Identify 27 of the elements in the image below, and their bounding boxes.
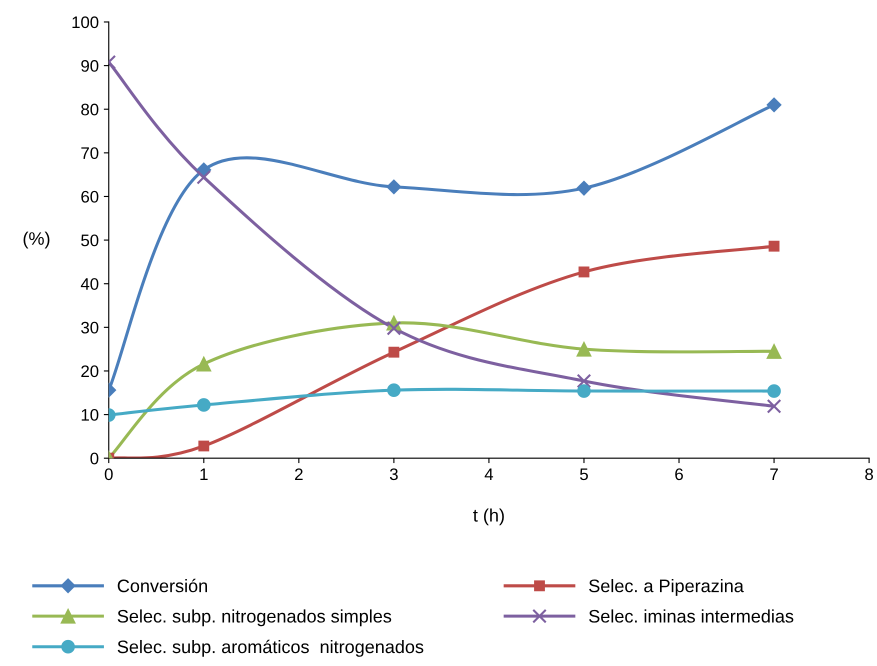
x-tick-label: 8 xyxy=(865,468,874,480)
x-tick-label: 5 xyxy=(580,468,588,480)
y-tick-label: 0 xyxy=(90,452,98,464)
x-axis-title: t (h) xyxy=(473,508,504,526)
y-tick-label: 10 xyxy=(82,408,98,421)
x-tick-label: 0 xyxy=(104,468,113,480)
x-tick-label: 6 xyxy=(675,468,683,480)
y-tick-label: 80 xyxy=(81,104,98,116)
y-tick-label: 70 xyxy=(81,147,98,160)
x-tick-label: 1 xyxy=(200,468,208,480)
y-tick-label: 90 xyxy=(81,60,98,72)
x-tick-label: 7 xyxy=(770,468,778,480)
y-tick-label: 60 xyxy=(81,190,98,203)
y-axis-title: (%) xyxy=(24,232,50,248)
x-tick-label: 4 xyxy=(484,468,494,480)
y-tick-label: 30 xyxy=(81,322,98,334)
legend-label: Selec. subp. aromáticos nitrogenados xyxy=(118,640,424,657)
legend-label: Selec. iminas intermedias xyxy=(589,609,794,623)
legend-label: Selec. a Piperazina xyxy=(589,579,744,596)
x-tick-label: 3 xyxy=(390,468,398,480)
y-tick-label: 20 xyxy=(81,365,98,378)
legend-label: Selec. subp. nitrogenados simples xyxy=(118,609,392,626)
y-tick-label: 100 xyxy=(72,16,98,28)
y-tick-label: 50 xyxy=(81,234,98,246)
y-tick-label: 40 xyxy=(80,278,98,290)
x-tick-label: 2 xyxy=(295,468,303,480)
legend-label: Conversión xyxy=(118,578,207,592)
